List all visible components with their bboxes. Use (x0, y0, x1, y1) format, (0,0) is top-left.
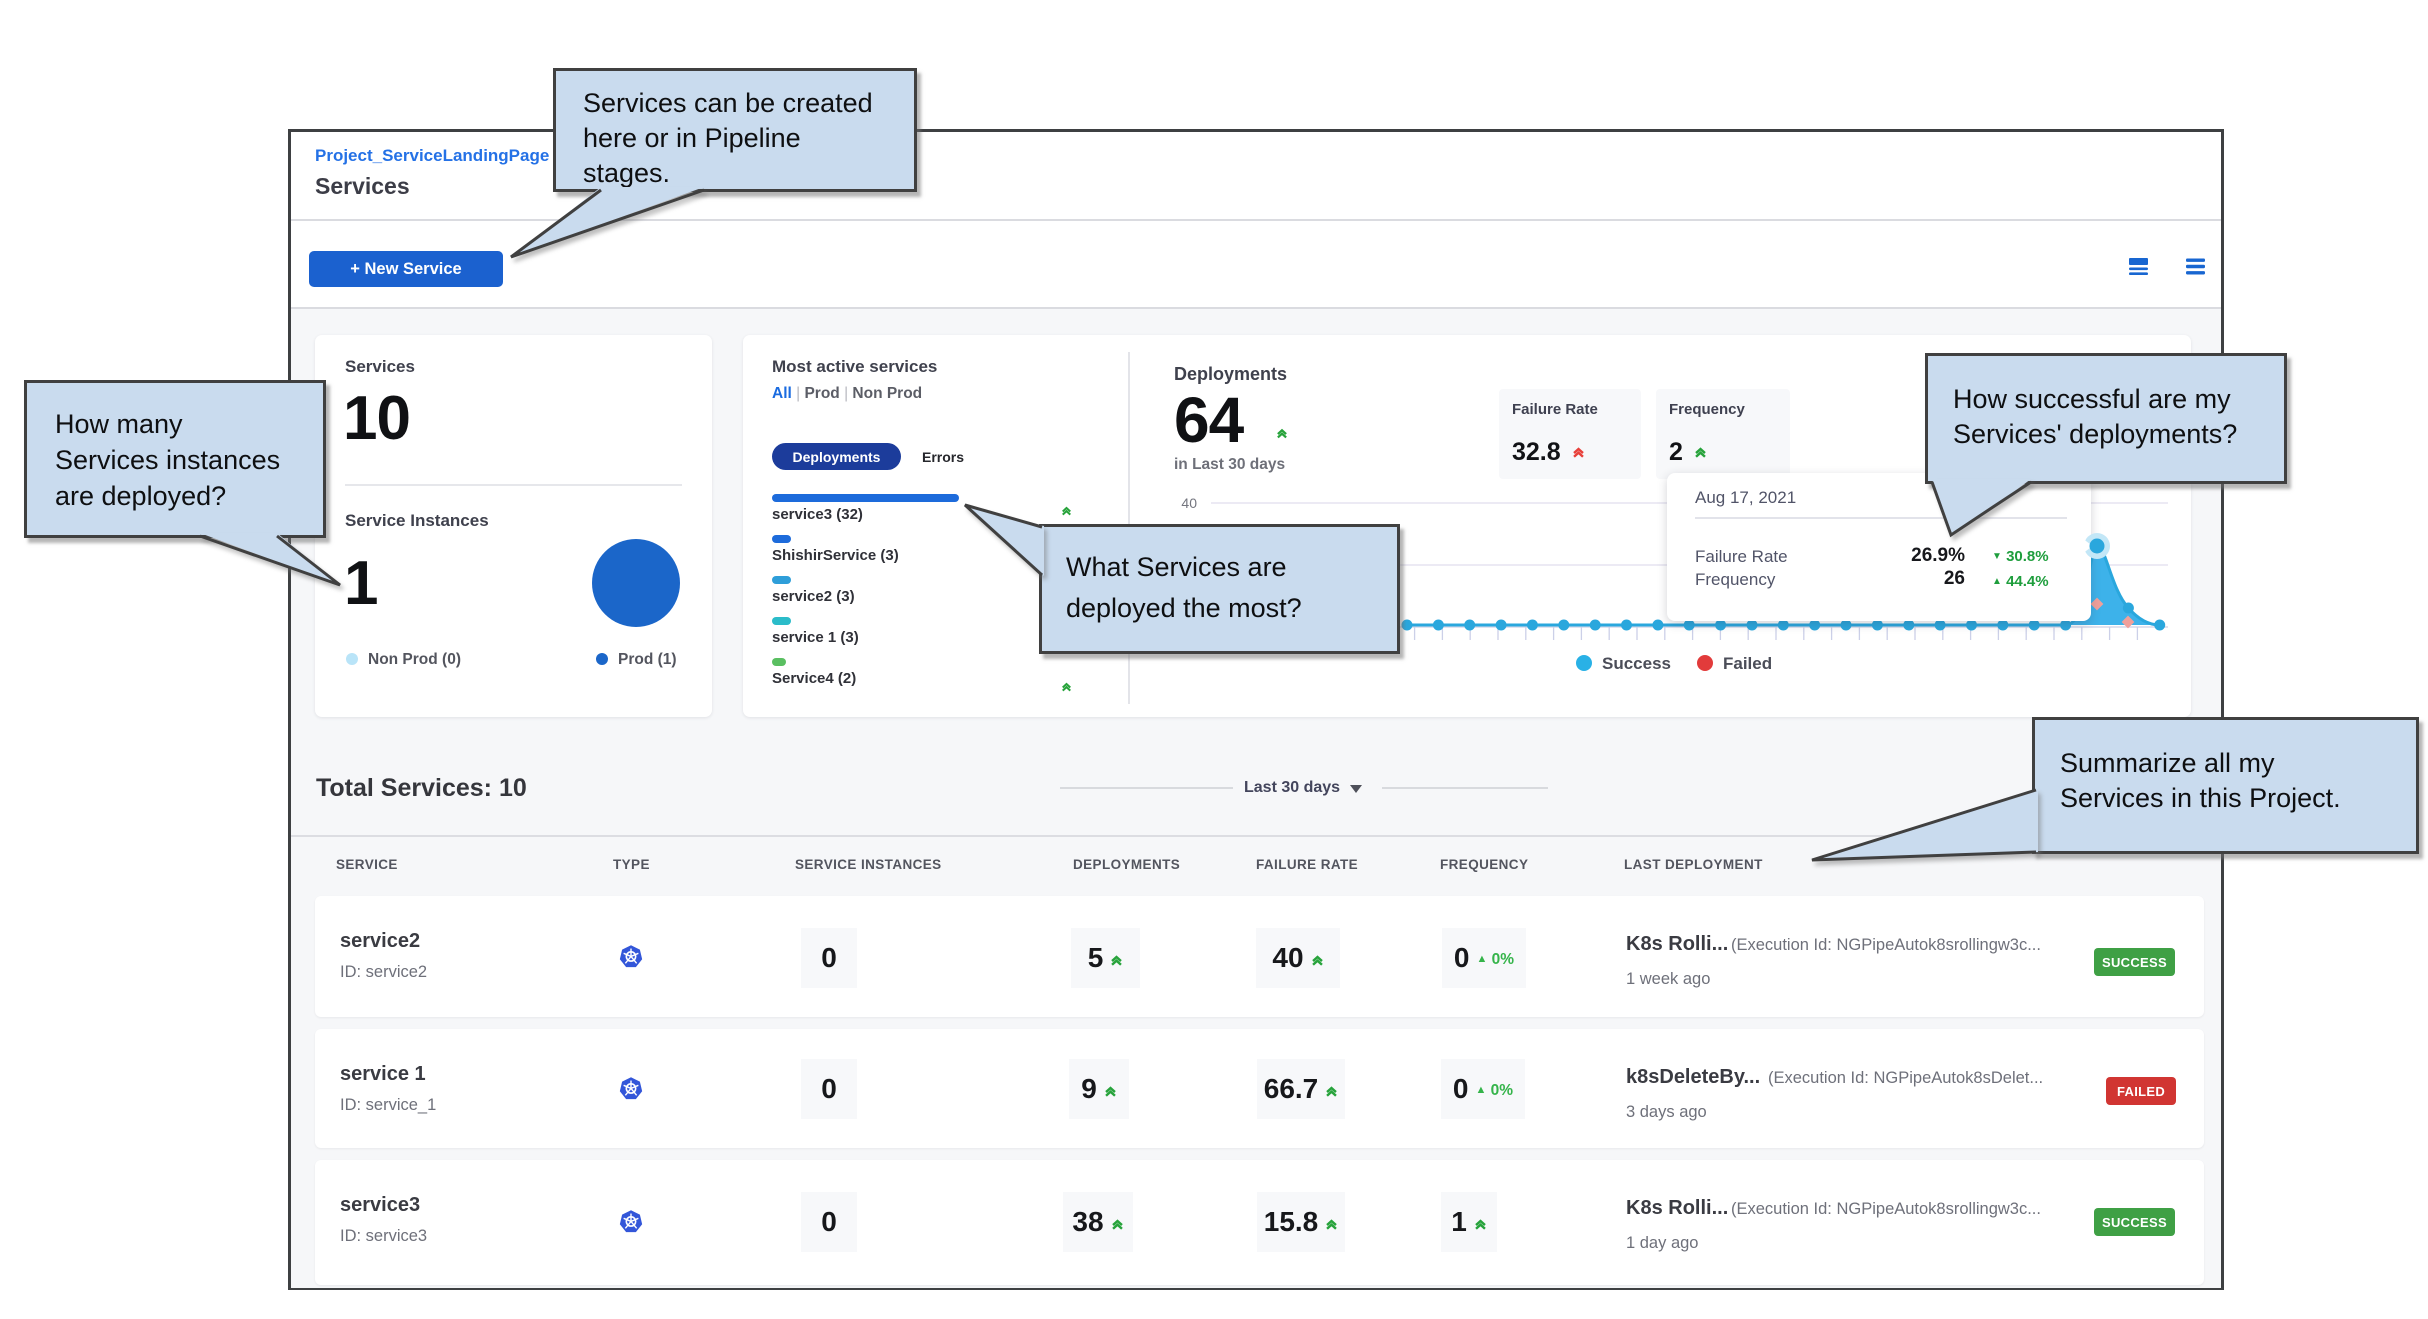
svg-text:40: 40 (1181, 495, 1197, 511)
